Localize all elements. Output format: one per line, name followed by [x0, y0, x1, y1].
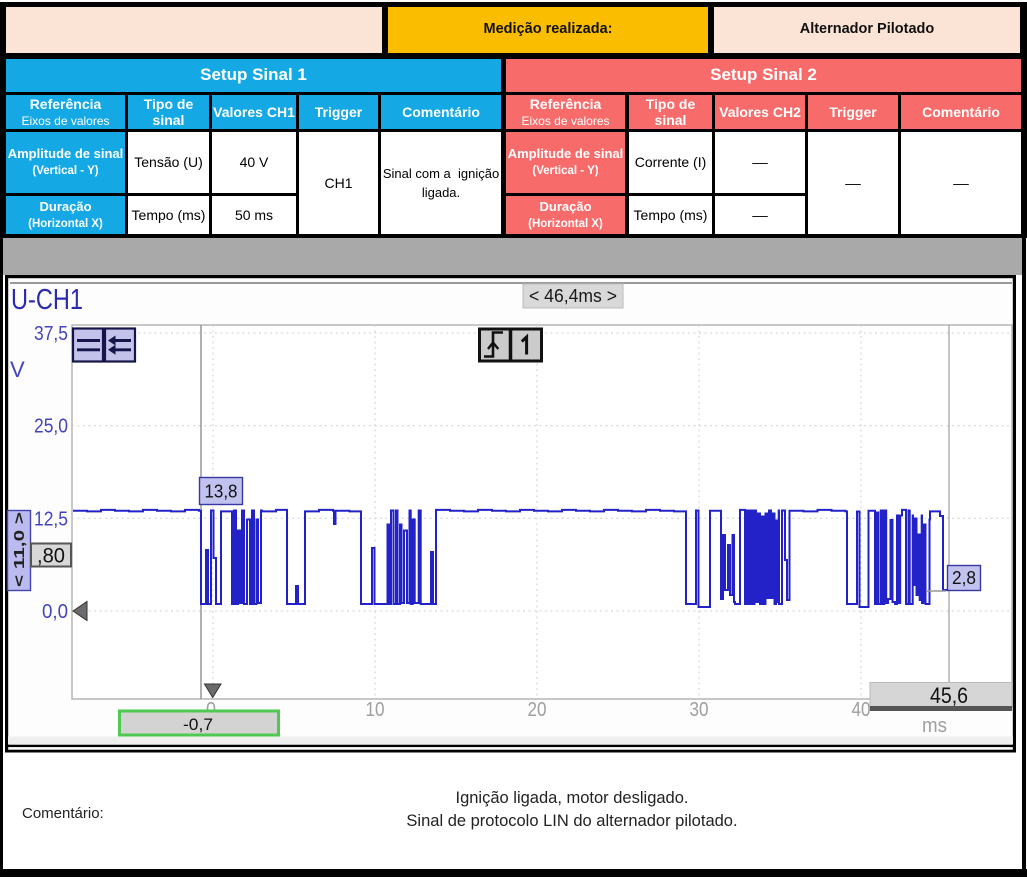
svg-text:30: 30 — [690, 699, 709, 721]
svg-text:25,0: 25,0 — [34, 416, 68, 438]
svg-text:0,0: 0,0 — [42, 601, 68, 623]
svg-text:13,8: 13,8 — [205, 482, 238, 502]
svg-text:< 46,4ms >: < 46,4ms > — [529, 286, 617, 306]
svg-text:,80: ,80 — [37, 545, 65, 568]
svg-text:ms: ms — [922, 715, 947, 737]
svg-text:U-CH1: U-CH1 — [11, 284, 83, 316]
svg-text:V: V — [10, 357, 25, 382]
svg-text:40: 40 — [852, 699, 871, 721]
svg-text:12,5: 12,5 — [34, 508, 68, 530]
svg-text:37,5: 37,5 — [34, 323, 68, 345]
svg-text:45,6: 45,6 — [930, 683, 968, 708]
svg-text:10: 10 — [366, 699, 385, 721]
svg-text:2,8: 2,8 — [952, 568, 976, 588]
svg-text:20: 20 — [528, 699, 547, 721]
svg-text:< 11,0 >: < 11,0 > — [11, 512, 28, 587]
svg-text:-0,7: -0,7 — [183, 715, 213, 734]
